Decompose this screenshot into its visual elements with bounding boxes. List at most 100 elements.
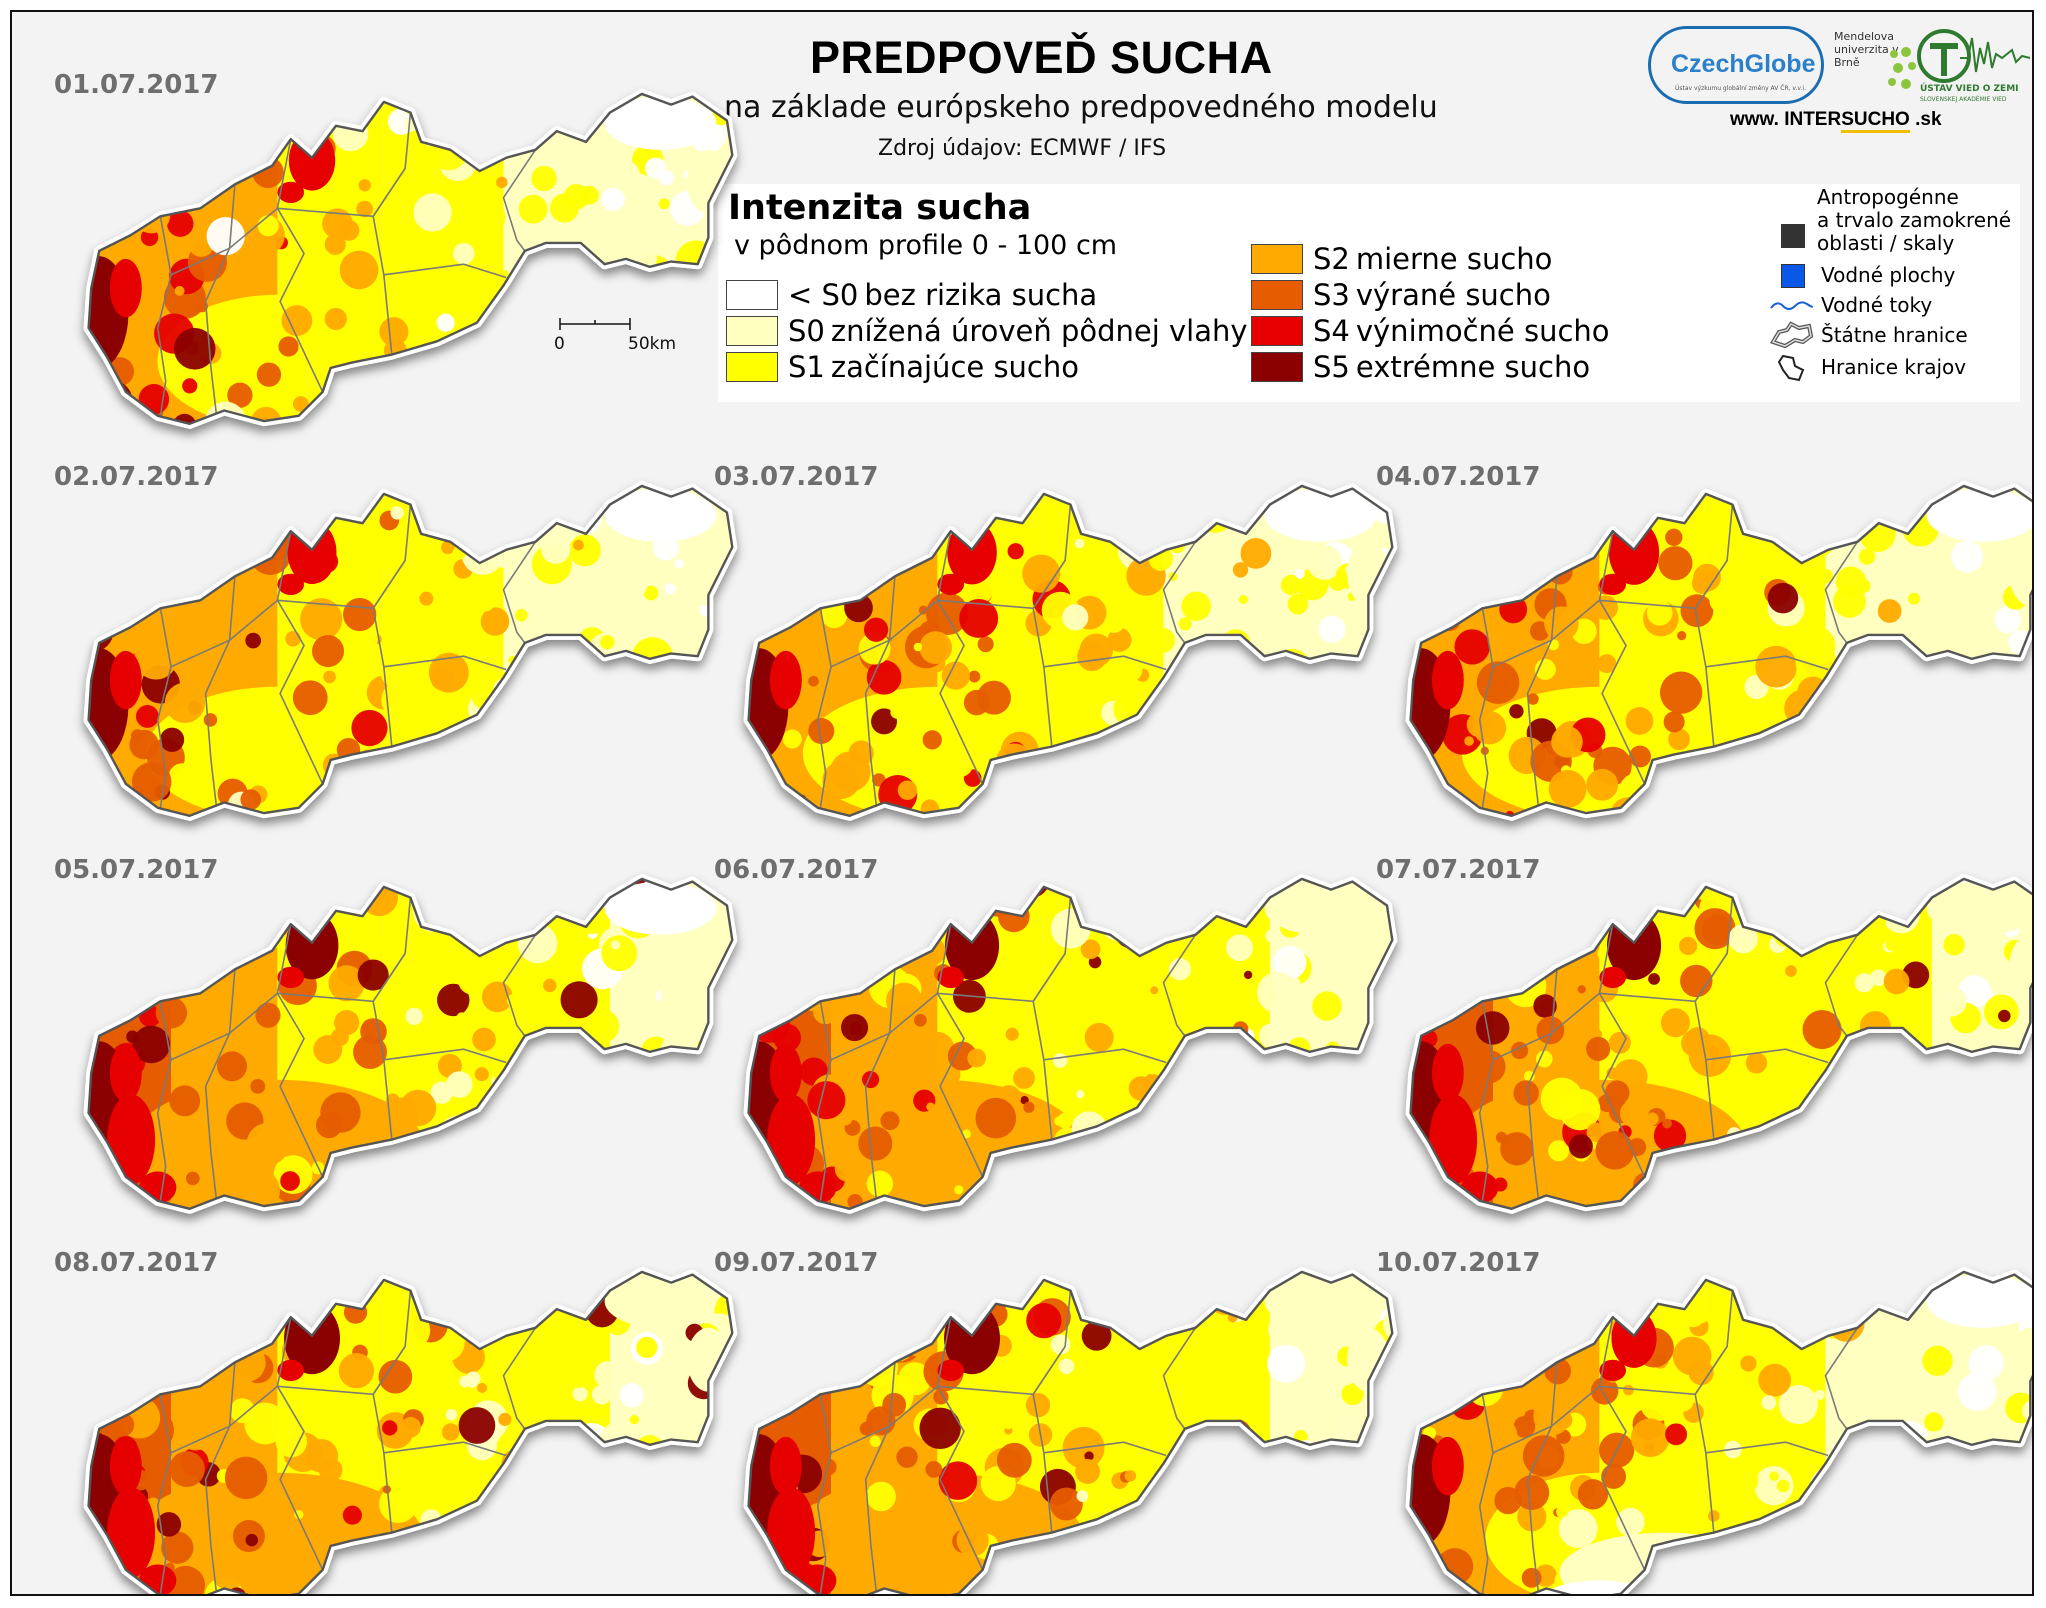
region-border-line: [1824, 934, 1859, 1037]
legend-code: S0: [788, 314, 825, 348]
legend-item-s2: S2 mierne sucho: [1251, 242, 1552, 276]
region-border-line: [1598, 1317, 1646, 1571]
ustav-logo-text: ÚSTAV VIED O ZEMI: [1920, 84, 2019, 94]
region-border-line: [1824, 1327, 1859, 1430]
legend-label: výnimočné sucho: [1355, 314, 1610, 348]
website-link-highlight: SUCHO: [1841, 109, 1910, 133]
legend-code: S2: [1313, 242, 1350, 276]
region-border-line: [864, 576, 896, 806]
legend-code: < S0: [788, 278, 859, 312]
legend-label: extrémne sucho: [1355, 350, 1591, 384]
region-border-line: [156, 216, 172, 416]
region-border-line: [276, 139, 324, 393]
website-link[interactable]: www. INTERSUCHO .sk: [1730, 109, 1942, 133]
region-border-line: [1492, 559, 1728, 668]
state-border-line: [87, 92, 734, 425]
slovakia-drought-map: [83, 88, 738, 429]
region-border-line: [276, 531, 324, 785]
region-border-line: [502, 934, 537, 1037]
slovakia-drought-map: [83, 480, 738, 821]
region-border-line: [502, 541, 537, 644]
region-border-line: [1526, 576, 1558, 806]
legend-title: Intenzita sucha: [728, 188, 1032, 228]
legend: Intenzita sucha v pôdnom profile 0 - 100…: [718, 184, 2020, 402]
region-border-line: [1043, 655, 1167, 671]
drought-map-panel: 04.07.2017: [1376, 462, 2032, 838]
legend-swatch: [1251, 352, 1303, 382]
slovakia-drought-map: [1405, 1266, 2032, 1594]
page-subtitle: na základe európskeho predpovedného mode…: [724, 90, 1438, 125]
ustav-logo-subtext: SLOVENSKEJ AKADÉMIE VIED: [1920, 96, 2007, 103]
scale-bar-zero: 0: [554, 334, 565, 354]
legend-item-below-s0: < S0 bez rizika sucha: [726, 278, 1097, 312]
river-symbol: [1769, 290, 1814, 320]
state-border-line: [747, 877, 1394, 1210]
map-date-label: 08.07.2017: [54, 1248, 219, 1278]
map-date-label: 03.07.2017: [714, 462, 879, 492]
state-border-line: [87, 1270, 734, 1594]
slovakia-drought-map: [743, 480, 1398, 821]
state-border-line: [1409, 484, 2032, 817]
region-border-line: [383, 263, 507, 279]
region-border-line: [936, 924, 984, 1178]
region-border-line: [170, 167, 406, 276]
legend-label: Hranice krajov: [1821, 355, 1967, 379]
legend-label: Vodné plochy: [1821, 263, 1956, 287]
legend-code: S4: [1313, 314, 1350, 348]
legend-item-s5: S5 extrémne sucho: [1251, 350, 1590, 384]
legend-label: bez rizika sucha: [864, 278, 1098, 312]
drought-map-panel: 05.07.2017: [54, 855, 738, 1231]
region-border-line: [1492, 1345, 1728, 1454]
czechglobe-logo: CzechGlobe Ústav výzkumu globální změny …: [1648, 26, 1824, 104]
scale-bar: 0 50km: [550, 314, 700, 364]
legend-swatch: [726, 352, 778, 382]
legend-item-s1: S1 začínajúce sucho: [726, 350, 1079, 384]
mendel-logo-text: Mendelova univerzita v Brně: [1834, 30, 1899, 69]
region-border-line: [1526, 1362, 1558, 1592]
scale-bar-icon: [559, 318, 631, 330]
region-border-line: [1526, 969, 1558, 1199]
region-border-line: [204, 576, 236, 806]
region-border-line: [864, 969, 896, 1199]
legend-subtitle: v pôdnom profile 0 - 100 cm: [734, 230, 1118, 261]
legend-code: S5: [1313, 350, 1350, 384]
logos: CzechGlobe Ústav výzkumu globální změny …: [1648, 26, 2032, 136]
region-border-line: [1162, 541, 1197, 644]
legend-item-water-bodies: Vodné plochy: [1769, 260, 1955, 290]
figure-frame: PREDPOVEĎ SUCHA na základe európskeho pr…: [10, 10, 2034, 1596]
region-border-line: [170, 952, 406, 1061]
czechglobe-logo-subtext: Ústav výzkumu globální změny AV ČR, v.v.…: [1675, 85, 1806, 92]
region-border-line: [936, 1317, 984, 1571]
map-date-label: 09.07.2017: [714, 1248, 879, 1278]
slovakia-drought-map: [83, 1266, 738, 1594]
region-border-line: [1705, 655, 1829, 671]
drought-map-panel: 07.07.2017: [1376, 855, 2032, 1231]
state-border-line: [1409, 877, 2032, 1210]
slovakia-drought-map: [83, 873, 738, 1214]
region-border-line: [1598, 531, 1646, 785]
map-date-label: 05.07.2017: [54, 855, 219, 885]
slovakia-drought-map: [1405, 873, 2032, 1214]
region-border-line: [204, 1362, 236, 1592]
drought-fill: [1410, 878, 2032, 1209]
legend-code: S3: [1313, 278, 1350, 312]
legend-item-rivers: Vodné toky: [1769, 290, 1932, 320]
region-border-line: [1162, 934, 1197, 1037]
water-body-symbol: [1769, 260, 1813, 290]
website-link-prefix: www. INTER: [1730, 109, 1842, 130]
map-date-label: 07.07.2017: [1376, 855, 1541, 885]
state-border-line: [1409, 1270, 2032, 1594]
legend-anthropogenic-symbol: [1769, 220, 1813, 250]
state-border-line: [747, 484, 1394, 817]
region-border-line: [1705, 1441, 1829, 1457]
drought-map-panel: 06.07.2017: [714, 855, 1398, 1231]
region-border-line: [830, 1345, 1066, 1454]
region-border-line: [830, 952, 1066, 1061]
region-border-line: [830, 559, 1066, 668]
region-border-line: [816, 608, 832, 808]
drought-map-panel: 10.07.2017: [1376, 1248, 2032, 1594]
legend-swatch: [1251, 316, 1303, 346]
drought-map-panel: 03.07.2017: [714, 462, 1398, 838]
map-date-label: 10.07.2017: [1376, 1248, 1541, 1278]
legend-label: výrané sucho: [1355, 278, 1551, 312]
